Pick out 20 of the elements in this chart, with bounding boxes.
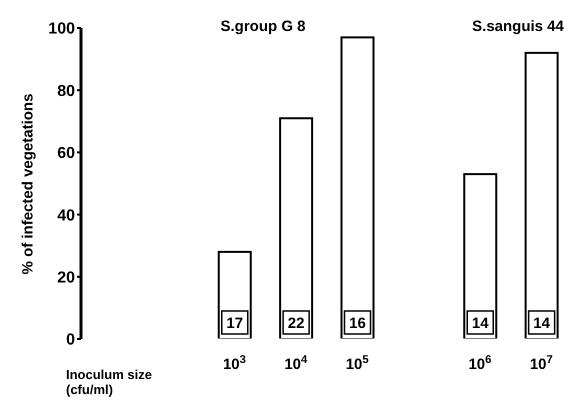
y-tick-label: 40 [57, 207, 76, 224]
annotation: 14 [533, 315, 551, 332]
y-tick-label: 100 [48, 20, 76, 38]
annotation: 16 [349, 315, 366, 332]
x-tick-label: 10$^{3}$ [222, 354, 246, 373]
annotation: 17 [226, 315, 244, 332]
x-tick-label: 10$^{7}$ [530, 354, 553, 373]
annotation: S.group G 8 [220, 18, 306, 35]
x-tick-label: 10$^{4}$ [284, 354, 308, 373]
y-axis-title: % of infected vegetations [20, 94, 36, 274]
x-axis-title: Inoculum size (cfu/ml) [66, 367, 153, 397]
annotation: 22 [288, 315, 304, 332]
annotation: 14 [472, 315, 490, 332]
y-tick-label: 20 [57, 269, 76, 286]
x-tick-label: 10$^{5}$ [346, 354, 369, 373]
y-tick-label: 80 [57, 82, 76, 100]
annotation: S.sanguis 44 [472, 18, 564, 35]
x-tick-label: 10$^{6}$ [468, 354, 492, 373]
y-tick-label: 60 [57, 145, 76, 162]
y-tick-label: 0 [66, 332, 76, 349]
